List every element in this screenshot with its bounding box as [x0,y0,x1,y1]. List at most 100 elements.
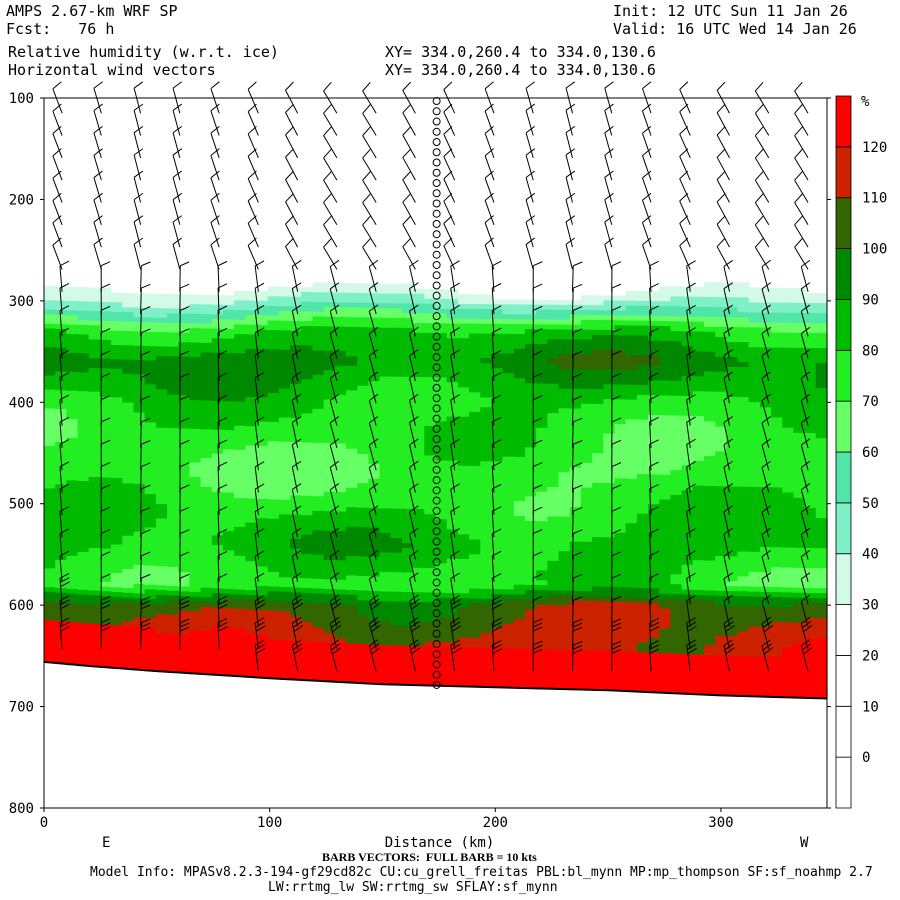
rh-cell [424,430,437,437]
rh-cell [703,550,716,557]
rh-cell [133,336,146,342]
rh-cell [726,635,739,642]
rh-cell [469,534,481,541]
rh-cell [133,660,146,666]
rh-cell [625,597,638,603]
rh-cell [524,363,537,370]
rh-cell [703,684,716,691]
rh-cell [155,594,168,601]
rh-cell [133,331,146,337]
rh-cell [357,307,369,314]
rh-cell [592,502,604,509]
rh-cell [670,514,683,521]
rh-cell [536,506,548,512]
rh-cell [290,451,302,458]
rh-cell [290,597,302,603]
rh-cell [580,300,593,306]
rh-cell [558,570,571,577]
rh-cell [256,590,269,597]
rh-cell [144,455,157,462]
rh-cell [659,603,671,610]
rh-cell [245,348,258,355]
rh-cell [636,617,649,624]
rh-cell [715,491,727,497]
rh-cell [301,335,314,342]
rh-cell [301,631,314,638]
rh-cell [178,605,191,612]
rh-cell [267,378,280,384]
rh-cell [144,403,157,409]
rh-cell [66,598,79,604]
rh-cell [122,559,135,565]
rh-cell [524,643,537,650]
rh-cell [234,387,246,393]
rh-cell [569,625,582,631]
rh-cell [346,326,358,333]
rh-cell [323,365,336,371]
rh-cell [245,363,258,369]
rh-cell [636,587,649,594]
rh-cell [603,527,616,534]
rh-cell [211,573,224,580]
rh-cell [189,543,202,550]
rh-cell [323,671,336,678]
rh-cell [703,485,716,492]
rh-cell [301,359,314,366]
rh-cell [670,529,683,536]
rh-cell [211,530,224,537]
rh-cell [625,340,638,346]
rh-cell [524,339,537,345]
rh-cell [267,296,280,302]
rh-cell [536,585,548,591]
rh-cell [133,507,146,514]
rh-cell [111,601,123,607]
rh-cell [44,615,56,621]
rh-cell [670,673,683,680]
rh-cell [357,312,369,319]
rh-cell [692,386,705,392]
rh-cell [390,533,403,539]
rh-cell [357,336,369,343]
rh-cell [703,625,716,631]
rh-cell [703,565,716,572]
rh-cell [536,516,548,522]
rh-cell [491,569,504,575]
rh-cell [334,535,347,542]
rh-cell [670,450,683,456]
rh-cell [390,396,403,402]
rh-cell [346,322,358,328]
rh-cell [558,472,571,478]
rh-cell [77,386,90,392]
rh-cell [592,359,604,366]
rh-cell [446,357,459,364]
rh-cell [413,587,425,593]
rh-cell [77,419,90,425]
rh-cell [245,358,258,364]
rh-cell [88,562,101,568]
rh-cell [200,645,213,651]
rh-cell [189,620,202,627]
rh-cell [133,364,146,371]
rh-cell [703,476,716,482]
rh-cell [178,634,191,640]
rh-cell [178,615,191,621]
rh-cell [681,460,694,467]
rh-cell [547,526,560,532]
rh-cell [55,291,67,297]
rh-cell [323,530,336,537]
rh-cell [536,678,548,685]
rh-cell [99,401,112,407]
rh-cell [435,308,448,315]
rh-cell [167,442,179,448]
rh-cell [200,458,213,464]
rh-cell [312,384,325,390]
rh-cell [480,466,493,472]
rh-cell [122,545,135,551]
rh-cell [256,600,269,606]
rh-cell [144,584,157,591]
rh-cell [357,419,369,426]
rh-cell [234,575,246,581]
rh-cell [323,438,336,444]
rh-cell [133,598,146,604]
rh-cell [301,432,314,439]
